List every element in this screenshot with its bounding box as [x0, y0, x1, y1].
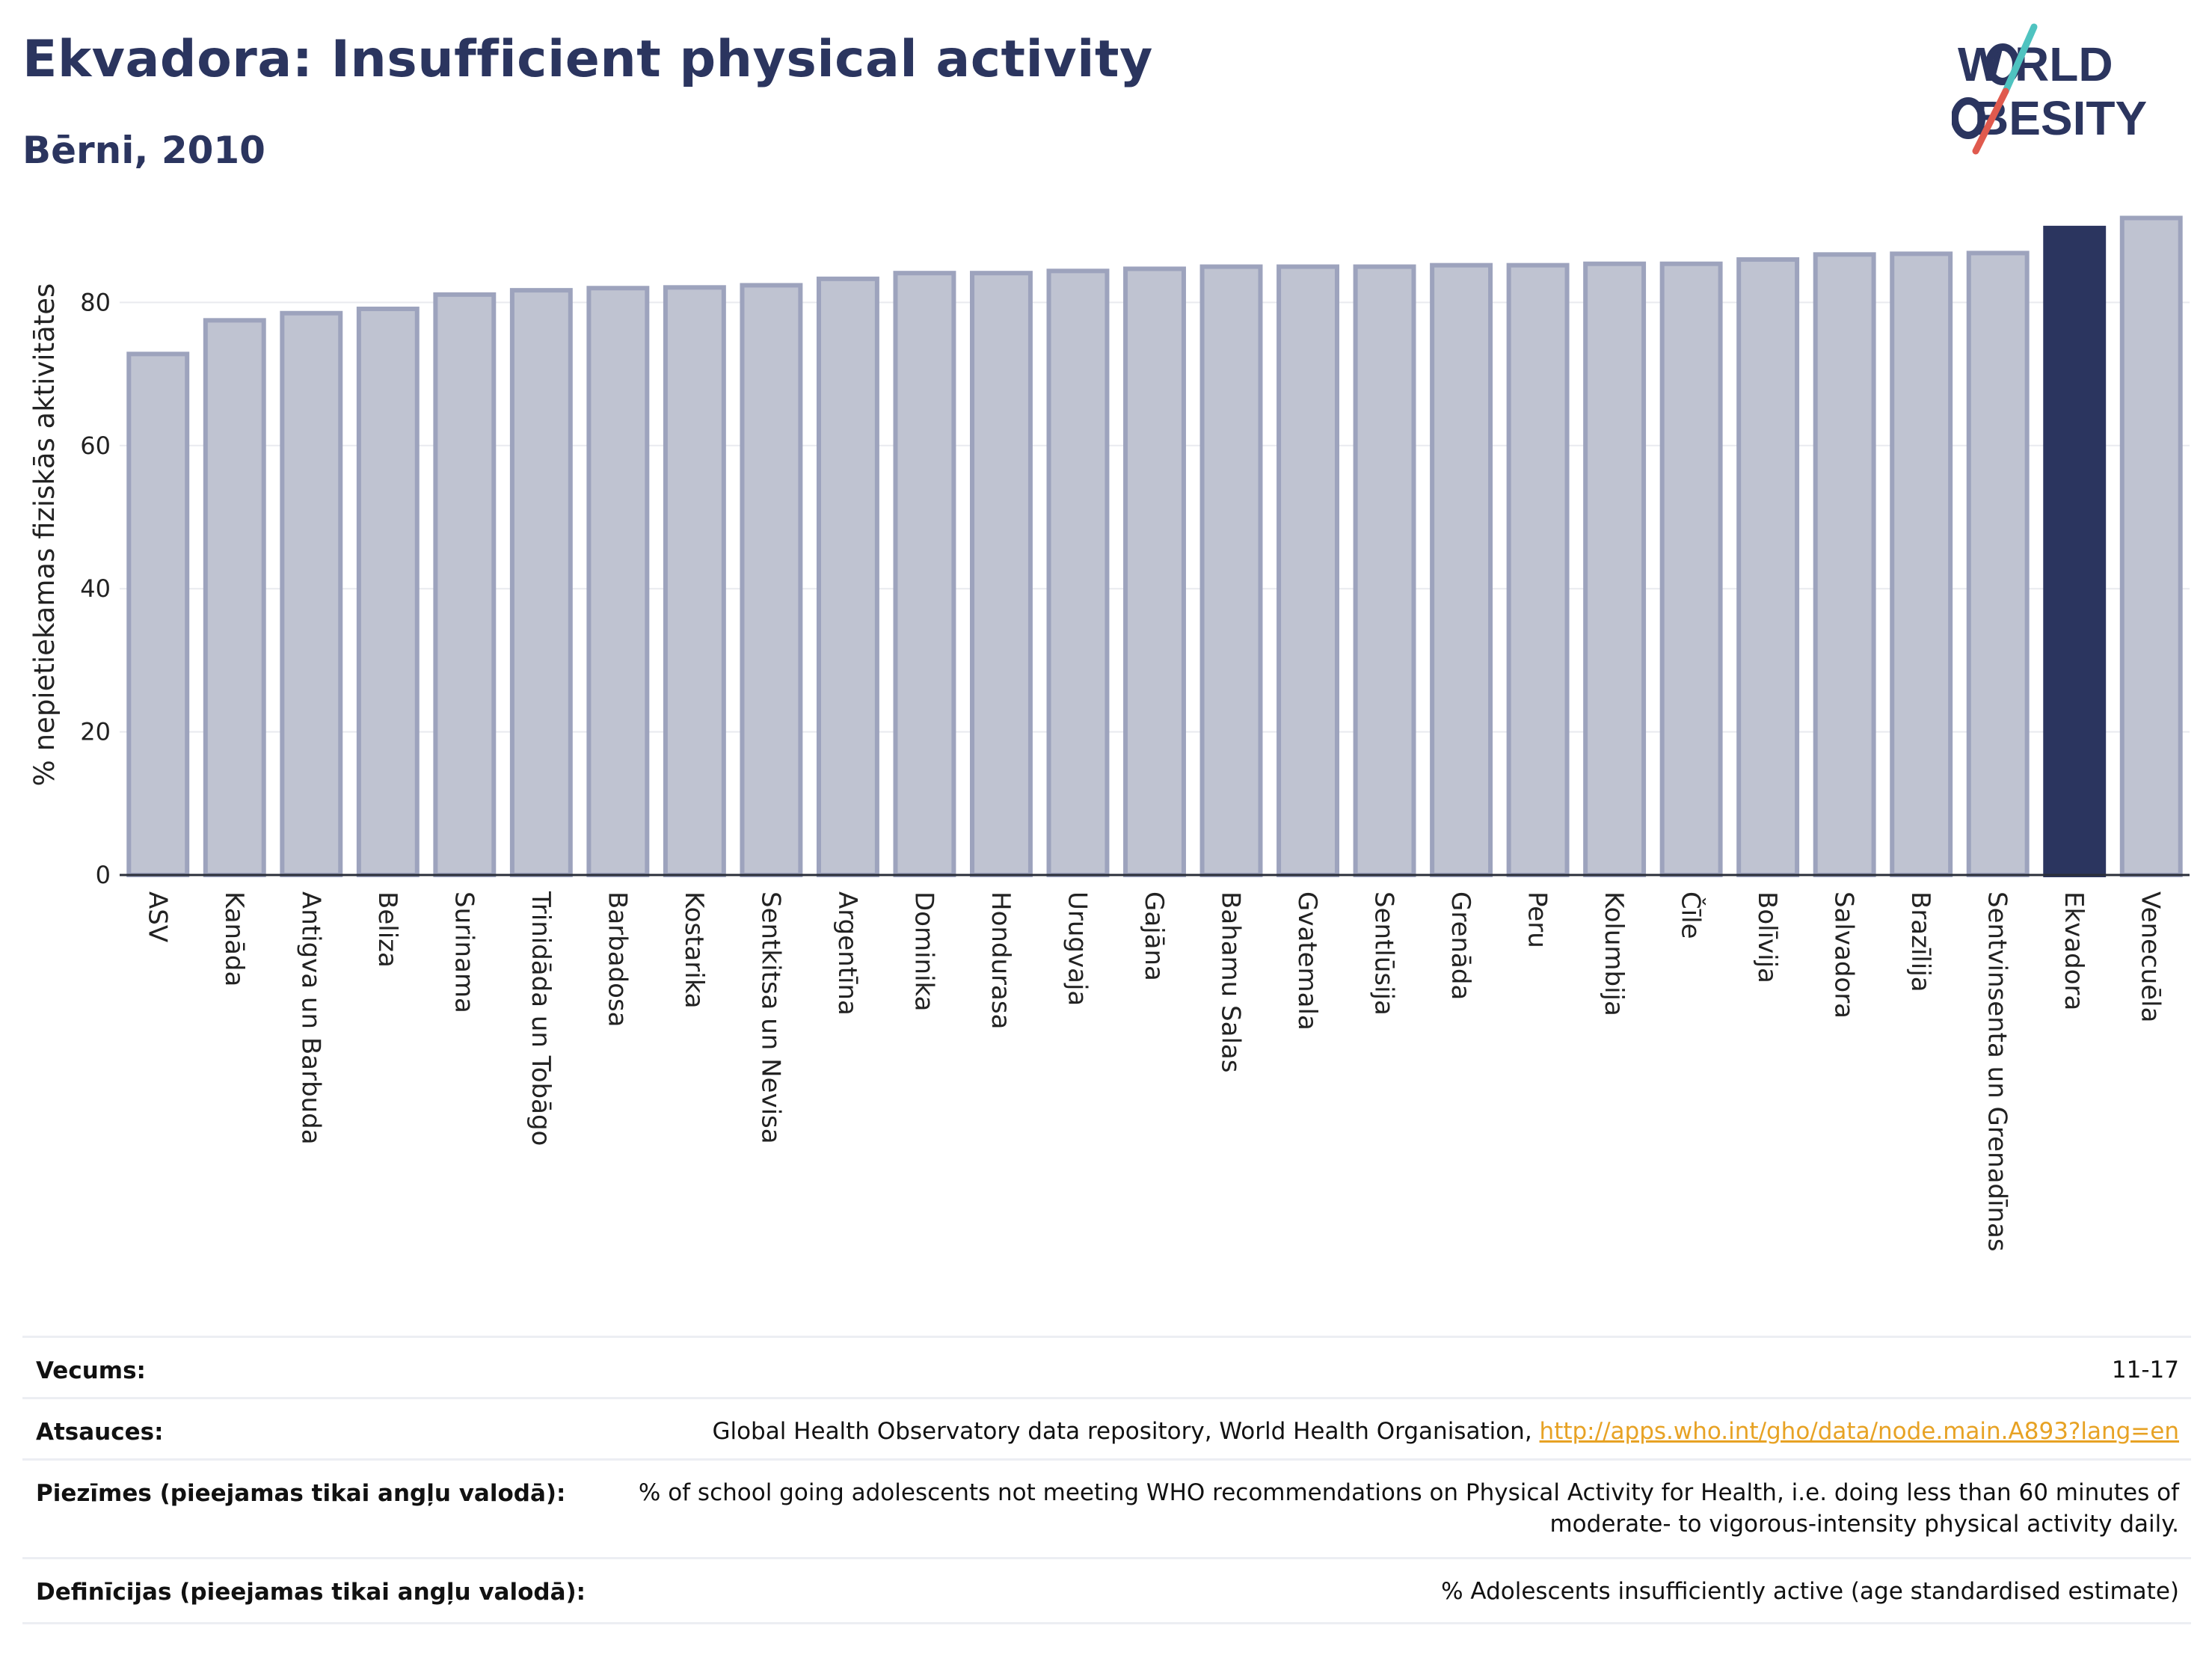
x-tick-label: Gajāna	[1139, 891, 1169, 981]
meta-label-notes: Piezīmes (pieejamas tikai angļu valodā):	[36, 1480, 566, 1507]
x-tick-label: Antigva un Barbuda	[295, 891, 325, 1145]
bar-kolumbija	[1583, 261, 1647, 877]
y-tick-label: 0	[96, 861, 111, 889]
meta-row-notes: Piezīmes (pieejamas tikai angļu valodā):…	[22, 1458, 2191, 1559]
x-tick-label: Argentīna	[832, 891, 862, 1016]
bar-čīle	[1659, 261, 1723, 877]
bar-gvatemala	[1276, 264, 1339, 877]
bar-grenāda	[1430, 262, 1493, 878]
x-tick-label: Urugvaja	[1062, 891, 1092, 1006]
tick-labels: 0 20 40 60 80 % nepietiekamas fiziskās aktivi…	[28, 283, 2166, 1252]
x-tick-label: Sentkitsa un Nevisa	[755, 891, 785, 1144]
y-tick-label: 80	[80, 288, 111, 316]
bar-hondurasa	[970, 271, 1033, 877]
meta-row-sources: Atsauces: Global Health Observatory data…	[22, 1397, 2191, 1461]
bar-trinidāda-un-tobāgo	[509, 288, 573, 877]
x-tick-label: Grenāda	[1446, 891, 1475, 1000]
x-tick-label: Kostarika	[679, 891, 709, 1009]
svg-text:RLD: RLD	[2015, 37, 2113, 91]
meta-row-definitions: Definīcijas (pieejamas tikai angļu valod…	[22, 1557, 2191, 1624]
bar-dominika	[893, 271, 956, 877]
bar-chart: 0 20 40 60 80 % nepietiekamas fiziskās aktivi…	[28, 215, 2190, 1252]
x-tick-label: Kolumbija	[1599, 891, 1629, 1016]
bar-beliza	[356, 307, 420, 878]
bar-kanāda	[203, 318, 266, 878]
meta-label-sources: Atsauces:	[36, 1419, 164, 1446]
bar-asv	[126, 351, 190, 877]
sources-text: Global Health Observatory data repositor…	[712, 1418, 1540, 1445]
y-tick-label: 20	[80, 718, 111, 746]
meta-value-notes: % of school going adolescents not meetin…	[639, 1477, 2179, 1540]
x-tick-label: Gvatemala	[1292, 891, 1322, 1031]
bar-salvadora	[1813, 252, 1876, 877]
y-tick-label: 40	[80, 574, 111, 603]
y-tick-label: 60	[80, 432, 111, 460]
bar-venecuēla	[2119, 215, 2183, 877]
sources-link[interactable]: http://apps.who.int/gho/data/node.main.A…	[1539, 1418, 2179, 1445]
page-subtitle: Bērni, 2010	[22, 129, 265, 172]
bar-antigva-un-barbuda	[280, 310, 343, 877]
bar-barbadosa	[586, 286, 650, 878]
x-tick-label: Venecuēla	[2136, 891, 2166, 1022]
x-tick-label: Peru	[1523, 891, 1552, 948]
bar-gajāna	[1123, 266, 1186, 877]
x-tick-label: Sentvinsenta un Grenadīnas	[1982, 891, 2012, 1252]
meta-row-age: Vecums: 11-17	[22, 1336, 2191, 1399]
bar-surinama	[433, 292, 497, 877]
x-tick-label: Barbadosa	[602, 891, 632, 1028]
bar-kostarika	[663, 285, 726, 877]
bar-bahamu-salas	[1199, 264, 1263, 877]
meta-label-age: Vecums:	[36, 1357, 146, 1384]
page-title: Ekvadora: Insufficient physical activity	[22, 30, 1153, 89]
world-obesity-logo: W RLD BESITY	[1952, 23, 2147, 155]
x-tick-label: Ekvadora	[2059, 891, 2089, 1010]
y-axis-label: % nepietiekamas fiziskās aktivitātes	[28, 283, 61, 787]
x-tick-label: Beliza	[372, 891, 402, 968]
bar-argentīna	[816, 276, 879, 877]
x-tick-label: Surinama	[449, 891, 479, 1013]
bar-peru	[1506, 262, 1570, 878]
meta-value-age: 11-17	[2111, 1357, 2179, 1384]
bar-urugvaja	[1046, 268, 1110, 877]
bar-brazīlija	[1890, 251, 1953, 878]
x-tick-label: ASV	[142, 891, 172, 942]
notes-line-2: moderate- to vigorous-intensity physical…	[1549, 1511, 2179, 1538]
x-tick-label: Kanāda	[219, 891, 249, 986]
meta-label-definitions: Definīcijas (pieejamas tikai angļu valod…	[36, 1579, 586, 1606]
x-tick-label: Salvadora	[1829, 891, 1859, 1019]
x-tick-label: Čīle	[1676, 891, 1706, 939]
x-tick-label: Hondurasa	[986, 891, 1016, 1029]
x-tick-label: Sentlūsija	[1369, 891, 1399, 1016]
notes-line-1: % of school going adolescents not meetin…	[638, 1479, 2179, 1506]
bar-sentvinsenta-un-grenadīnas	[1966, 251, 2030, 877]
bar-sentkitsa-un-nevisa	[740, 283, 803, 877]
bar-sentlūsija	[1353, 264, 1416, 877]
bar-bolīvija	[1736, 257, 1800, 877]
x-tick-label: Trinidāda un Tobāgo	[526, 891, 556, 1146]
meta-value-sources: Global Health Observatory data repositor…	[712, 1416, 2179, 1447]
bars	[126, 215, 2183, 878]
x-tick-label: Dominika	[909, 891, 938, 1011]
bar-ekvadora	[2043, 225, 2107, 877]
meta-value-definitions: % Adolescents insufficiently active (age…	[1441, 1578, 2179, 1605]
x-tick-label: Bahamu Salas	[1216, 891, 1246, 1072]
x-tick-label: Bolīvija	[1752, 891, 1782, 983]
x-tick-label: Brazīlija	[1905, 891, 1935, 992]
